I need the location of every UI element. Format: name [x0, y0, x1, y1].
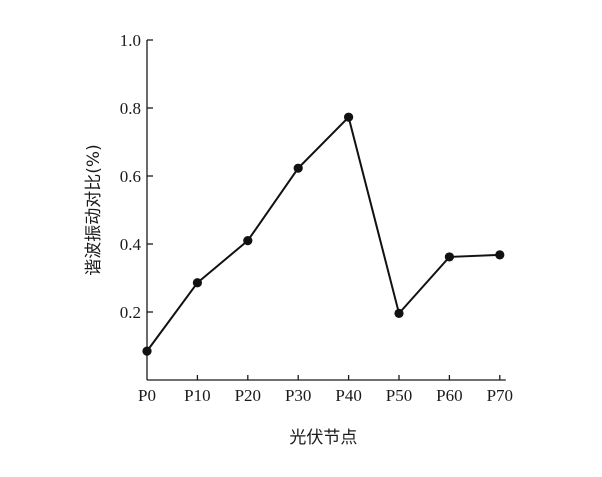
axes: [146, 40, 506, 381]
y-ticks: 0.2 0.4 0.6 0.8 1.0: [120, 31, 153, 322]
x-tick-label: P60: [436, 386, 462, 405]
x-tick-label: P30: [285, 386, 311, 405]
x-tick-label: P10: [184, 386, 210, 405]
data-point: [394, 308, 404, 318]
series-line: [146, 115, 500, 352]
y-tick-label: 0.2: [120, 303, 141, 322]
y-tick-label: 0.6: [120, 167, 141, 186]
data-point: [192, 278, 202, 288]
x-axis-title: 光伏节点: [289, 428, 357, 448]
data-point: [495, 250, 505, 260]
data-point: [243, 236, 253, 246]
y-tick-label: 0.8: [120, 99, 141, 118]
data-point: [293, 163, 303, 173]
data-point: [444, 252, 454, 262]
series: [142, 112, 505, 356]
x-tick-label: P50: [386, 386, 412, 405]
y-axis-title: 谐波振动对比(%): [84, 144, 104, 275]
data-point: [344, 112, 354, 122]
x-ticks: P0 P10 P20 P30 P40 P50 P60 P70: [138, 375, 513, 405]
x-tick-label: P70: [487, 386, 513, 405]
y-tick-label: 0.4: [120, 235, 142, 254]
x-tick-label: P0: [138, 386, 156, 405]
data-point: [142, 346, 152, 356]
x-tick-label: P20: [235, 386, 261, 405]
y-tick-label: 1.0: [120, 31, 141, 50]
x-tick-label: P40: [335, 386, 361, 405]
